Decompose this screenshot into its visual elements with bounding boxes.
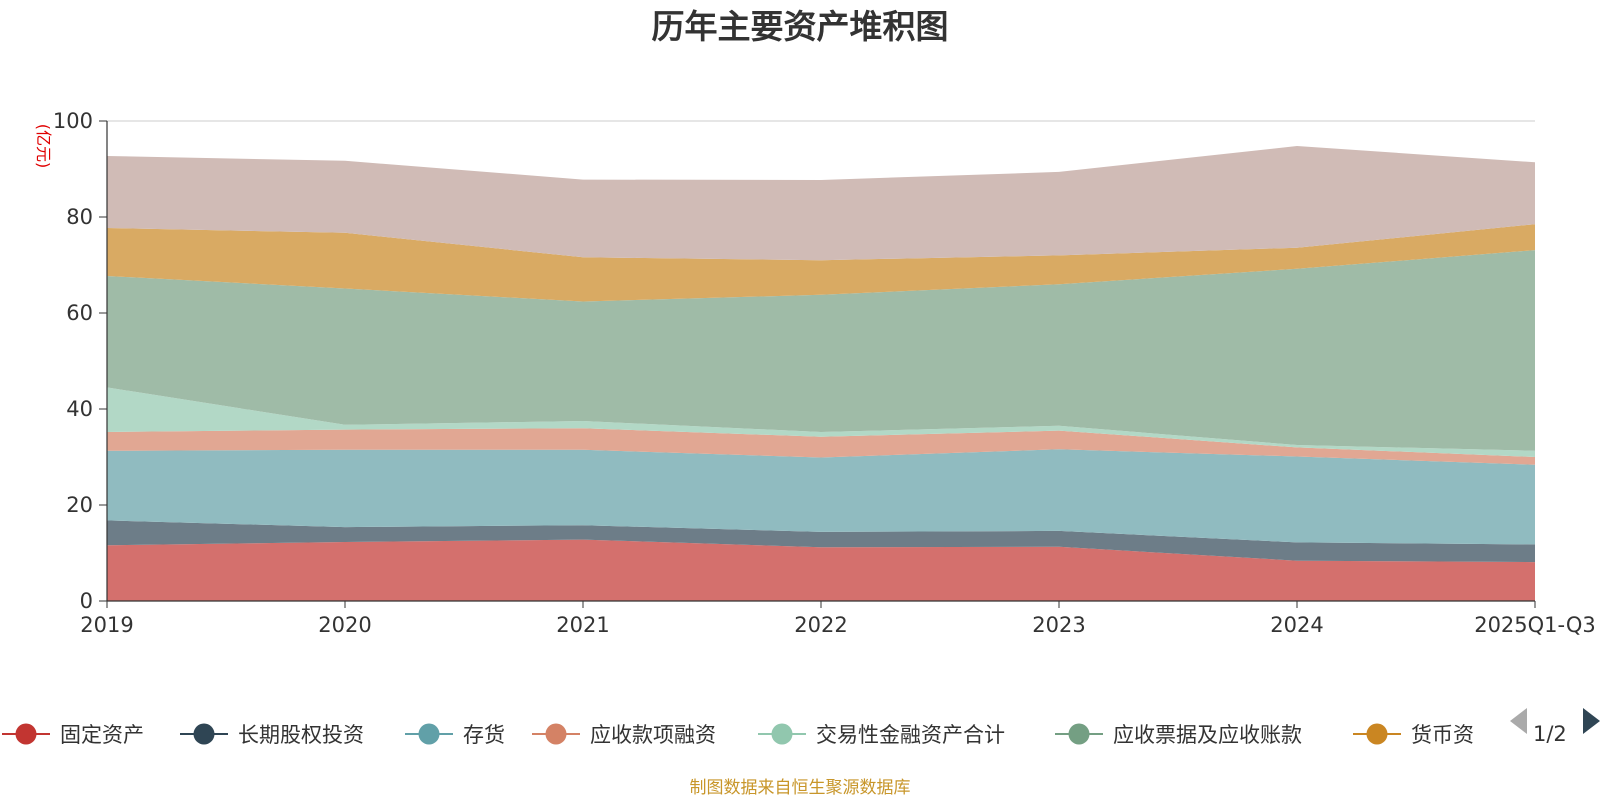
y-tick-label: 60 (66, 301, 93, 325)
legend-marker (418, 723, 440, 745)
axes: 0 20 40 60 80 100 2019 2020 2021 2022 2023 2024 2025… (53, 109, 1596, 637)
legend-label: 固定资产 (60, 723, 144, 747)
x-tick-label: 2020 (318, 613, 371, 637)
legend-item-4[interactable]: 交易性金融资产合计 (758, 723, 1005, 747)
legend-marker (15, 723, 37, 745)
legend-item-0[interactable]: 固定资产 (2, 723, 144, 747)
legend-item-1[interactable]: 长期股权投资 (180, 723, 364, 747)
area-series-1 (107, 520, 1535, 563)
y-tick-label: 100 (53, 109, 93, 133)
area-series-3 (107, 428, 1535, 465)
legend-marker (1068, 723, 1090, 745)
area-series-4 (107, 387, 1535, 457)
legend-pager: 1/2 (1510, 708, 1600, 746)
legend-next-icon[interactable] (1583, 708, 1600, 734)
legend-page-indicator: 1/2 (1533, 722, 1567, 746)
legend-item-6[interactable]: 货币资 (1353, 723, 1474, 747)
area-series-0 (107, 539, 1535, 601)
legend-marker (1366, 723, 1388, 745)
y-axis-unit-label: (亿元) (34, 124, 53, 169)
legend-item-3[interactable]: 应收款项融资 (532, 723, 716, 747)
x-tick-label: 2024 (1270, 613, 1323, 637)
x-tick-label: 2022 (794, 613, 847, 637)
y-tick-label: 40 (66, 397, 93, 421)
y-tick-label: 80 (66, 205, 93, 229)
y-tick-label: 20 (66, 493, 93, 517)
legend-label: 存货 (463, 723, 505, 747)
x-tick-label: 2021 (556, 613, 609, 637)
legend-prev-icon[interactable] (1510, 708, 1527, 734)
stacked-areas (107, 146, 1535, 601)
x-tick-label: 2023 (1032, 613, 1085, 637)
area-series-5 (107, 250, 1535, 451)
x-tick-label: 2025Q1-Q3 (1474, 613, 1596, 637)
legend-marker (193, 723, 215, 745)
source-note: 制图数据来自恒生聚源数据库 (690, 778, 911, 798)
legend-label: 应收款项融资 (590, 723, 716, 747)
x-tick-label: 2019 (80, 613, 133, 637)
legend-item-5[interactable]: 应收票据及应收账款 (1055, 723, 1302, 747)
legend-marker (545, 723, 567, 745)
legend-marker (771, 723, 793, 745)
legend-label: 应收票据及应收账款 (1113, 723, 1302, 747)
area-series-2 (107, 449, 1535, 545)
legend-label: 交易性金融资产合计 (816, 723, 1005, 747)
legend-label: 长期股权投资 (238, 723, 364, 747)
area-series-7 (107, 146, 1535, 261)
chart-title: 历年主要资产堆积图 (652, 7, 949, 46)
legend-label: 货币资 (1411, 723, 1474, 747)
y-tick-label: 0 (80, 589, 93, 613)
legend: 固定资产 长期股权投资 存货 应收款项融资 交易性金融资产合计 应收票据及应收账款 货币资 (2, 723, 1474, 747)
legend-item-2[interactable]: 存货 (405, 723, 505, 747)
area-series-6 (107, 224, 1535, 302)
